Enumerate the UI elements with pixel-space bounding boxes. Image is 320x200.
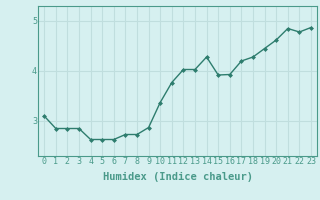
X-axis label: Humidex (Indice chaleur): Humidex (Indice chaleur)	[103, 172, 252, 182]
